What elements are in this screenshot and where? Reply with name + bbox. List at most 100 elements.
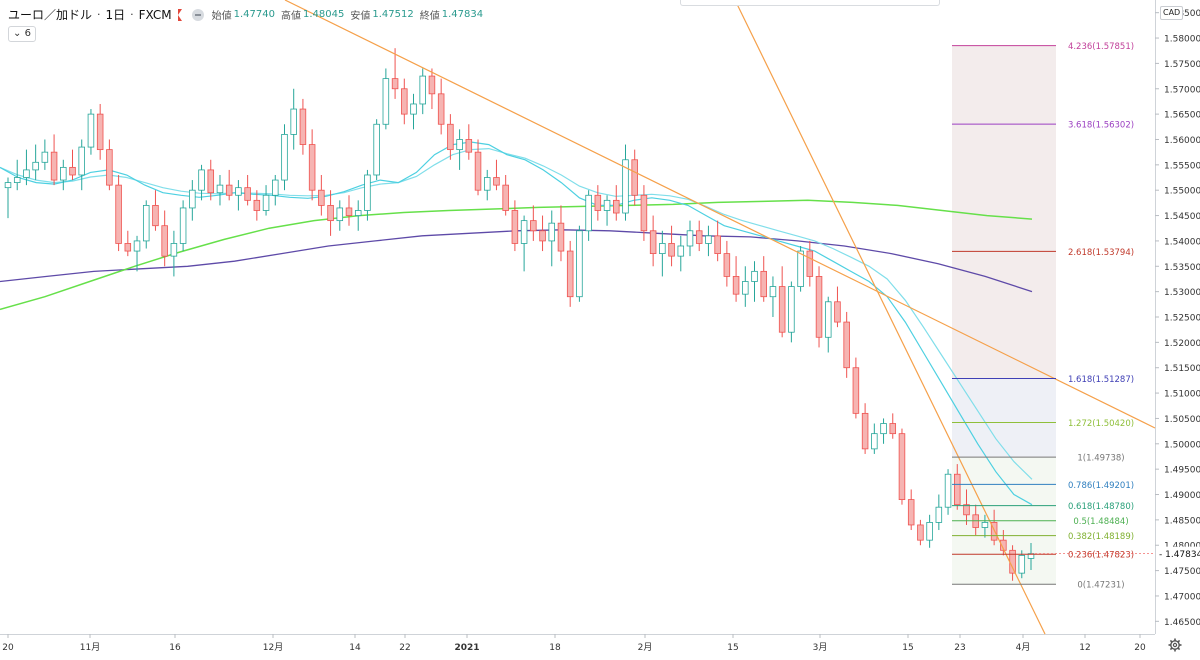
candle-body (189, 189, 196, 209)
candle-body (115, 184, 122, 244)
candle-body (483, 177, 491, 191)
fib-level-label: 4.236(1.57851) (1068, 42, 1134, 52)
candle-body (142, 205, 150, 242)
candle-body (797, 250, 804, 287)
candle-body (253, 199, 261, 211)
candle-body (742, 281, 749, 295)
candle-body (493, 177, 500, 186)
candle-body (659, 243, 666, 254)
candle-body (981, 522, 989, 528)
candle-body (935, 506, 943, 523)
candle-body (78, 146, 85, 176)
candle-body (852, 367, 860, 414)
flag-icon[interactable] (177, 8, 182, 21)
trendline-upper (284, 0, 1156, 429)
low-label: 安値 (350, 11, 371, 22)
y-tick-label: 1.54000 (1164, 237, 1200, 247)
candle-body (216, 184, 224, 194)
toolbar-popup (680, 0, 940, 6)
chart-legend-header: ユーロ／加ドル · 1日 · FXCM 始値 1.47740 高値 1.48045 … (8, 7, 484, 23)
high-label: 高値 (281, 11, 301, 22)
candle-body (60, 166, 67, 181)
candle-body (23, 169, 30, 178)
x-tick-label: 18 (549, 643, 561, 653)
indicator-count: 6 (24, 28, 31, 39)
y-tick-label: 1.47000 (1164, 592, 1200, 602)
candle-body (760, 270, 767, 298)
fib-level-label: 1.272(1.50420) (1068, 419, 1134, 429)
candle-body (705, 235, 712, 244)
last-price-tag: - 1.47834 (1159, 550, 1200, 560)
candle-body (1000, 539, 1007, 551)
low-value: 1.47512 (372, 9, 414, 20)
y-tick-label: 1.48500 (1164, 516, 1200, 526)
x-tick-label: 20 (2, 643, 14, 653)
candle-body (585, 194, 592, 232)
indicator-toggle-button[interactable]: ⌄ 6 (8, 26, 36, 42)
candle-body (465, 139, 473, 153)
close-value: 1.47834 (441, 9, 484, 20)
x-tick-label: 11月 (80, 642, 100, 653)
candle-body (511, 210, 519, 244)
candle-body (281, 134, 288, 181)
x-tick-label: 12月 (263, 642, 283, 653)
settings-gear-icon[interactable] (1168, 638, 1182, 652)
fib-level-label: 0.618(1.48780) (1068, 502, 1134, 512)
candle-body (769, 286, 777, 298)
candle-body (778, 286, 786, 333)
candle-body (576, 230, 583, 298)
candle-body (824, 301, 832, 338)
y-tick-label: 1.57500 (1164, 60, 1200, 70)
y-tick-label: 1.54500 (1164, 212, 1200, 222)
candle-body (898, 433, 906, 500)
candle-body (437, 93, 445, 125)
fib-level-label: 3.618(1.56302) (1068, 121, 1134, 131)
candle-body (198, 169, 205, 191)
x-tick-label: 2021 (454, 643, 479, 653)
fib-zone-middle (952, 378, 1056, 458)
candle-body (889, 423, 897, 435)
candle-body (474, 151, 482, 191)
candle-body (530, 220, 537, 232)
candle-body (963, 504, 970, 516)
candle-body (788, 286, 795, 333)
candle-body (244, 187, 251, 201)
candle-body (106, 149, 113, 186)
symbol-name[interactable]: ユーロ／加ドル (8, 8, 93, 22)
candle-body (179, 207, 187, 244)
candle-body (861, 412, 869, 450)
candle-body (235, 187, 242, 196)
candle-body (557, 222, 565, 252)
candle-body (161, 225, 168, 257)
candle-body (13, 177, 21, 183)
y-tick-label: 1.52500 (1164, 314, 1200, 324)
visibility-icon[interactable] (191, 8, 204, 21)
candle-body (262, 194, 270, 211)
y-tick-label: 1.55500 (1164, 161, 1200, 171)
candle-body (318, 189, 325, 206)
x-tick-label: 4月 (1016, 642, 1031, 653)
last-price-tag-bg (1156, 546, 1200, 561)
candle-body (944, 473, 952, 508)
close-label: 終値 (419, 11, 440, 22)
x-tick-label: 15 (727, 643, 738, 653)
candle-body (124, 243, 132, 252)
candle-body (732, 276, 740, 295)
x-tick-label: 23 (954, 643, 965, 653)
y-tick-label: 1.46500 (1164, 618, 1200, 628)
candle-body (520, 220, 528, 244)
candle-body (723, 253, 731, 277)
trendline-steep (734, 0, 1046, 635)
fib-level-label: 1(1.49738) (1077, 454, 1124, 464)
candle-body (4, 182, 12, 189)
y-tick-label: 1.51000 (1164, 390, 1200, 400)
x-tick-label: 15 (902, 643, 913, 653)
candle-body (815, 276, 823, 338)
candle-body (391, 78, 399, 90)
candle-body (327, 205, 334, 222)
currency-badge[interactable]: CAD (1160, 6, 1184, 20)
ema-slow-line (0, 147, 1033, 480)
interval-label[interactable]: 1日 (105, 8, 126, 22)
